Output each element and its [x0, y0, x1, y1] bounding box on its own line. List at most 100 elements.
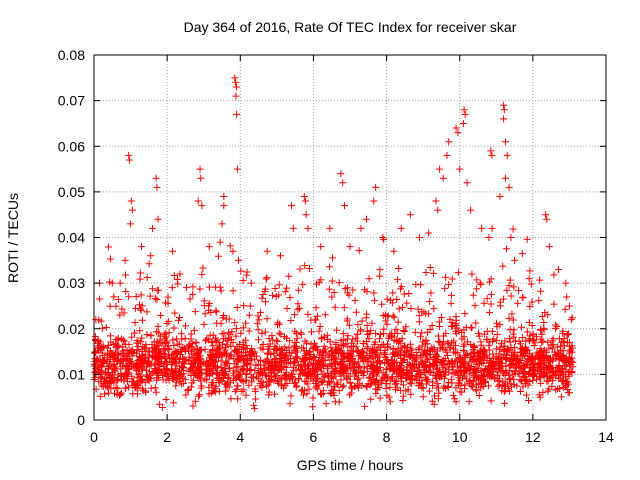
data-point [526, 335, 534, 343]
data-point [325, 373, 333, 381]
data-point [219, 340, 227, 348]
data-point [306, 368, 314, 376]
data-point [401, 343, 409, 351]
data-point [494, 368, 502, 376]
data-point [474, 364, 482, 372]
data-point [447, 300, 455, 308]
data-point [270, 355, 278, 363]
data-point [442, 371, 450, 379]
data-point [143, 360, 151, 368]
data-point [545, 362, 553, 370]
data-point [434, 332, 442, 340]
data-point [272, 373, 280, 381]
data-point [174, 316, 182, 324]
data-point [217, 357, 225, 365]
data-point [364, 367, 372, 375]
data-point [359, 339, 367, 347]
data-point [517, 323, 525, 331]
data-point [300, 192, 308, 200]
data-point [411, 328, 419, 336]
data-point [237, 267, 245, 275]
data-point [344, 332, 352, 340]
data-point [388, 333, 396, 341]
data-point [251, 355, 259, 363]
data-point [499, 295, 507, 303]
data-point [265, 391, 273, 399]
data-point [131, 329, 139, 337]
data-point [417, 333, 425, 341]
data-point [483, 295, 491, 303]
data-point [442, 364, 450, 372]
data-point [303, 339, 311, 347]
data-point [258, 330, 266, 338]
data-point [109, 374, 117, 382]
data-point [225, 383, 233, 391]
data-point [271, 390, 279, 398]
data-point [493, 372, 501, 380]
data-point [371, 378, 379, 386]
data-point [241, 349, 249, 357]
data-point [299, 367, 307, 375]
data-point [563, 293, 571, 301]
data-point [506, 338, 514, 346]
data-point [271, 342, 279, 350]
data-point [336, 347, 344, 355]
data-point [305, 355, 313, 363]
data-point [555, 356, 563, 364]
data-point [295, 286, 303, 294]
data-point [454, 129, 462, 137]
data-point [447, 344, 455, 352]
data-point [154, 286, 162, 294]
data-point [402, 374, 410, 382]
data-point [112, 302, 120, 310]
data-point [388, 373, 396, 381]
data-point [408, 372, 416, 380]
data-point [319, 356, 327, 364]
data-point [379, 234, 387, 241]
data-point [182, 284, 190, 292]
data-point [455, 327, 463, 335]
data-point [476, 279, 484, 287]
data-point [407, 353, 415, 361]
data-point [272, 336, 280, 344]
data-point [107, 385, 115, 393]
data-point [318, 378, 326, 386]
data-point [338, 383, 346, 391]
data-point [509, 330, 517, 338]
data-point [496, 192, 504, 200]
data-point [192, 338, 200, 346]
data-point [230, 360, 238, 368]
data-point [251, 405, 259, 413]
data-point [552, 372, 560, 380]
data-point [356, 362, 364, 370]
data-point [443, 339, 451, 347]
data-point [138, 385, 146, 393]
data-point [135, 353, 143, 361]
data-point [456, 165, 464, 173]
data-point [394, 318, 402, 326]
data-point [153, 296, 161, 304]
data-point [101, 390, 109, 398]
data-point [439, 341, 447, 349]
data-point [152, 342, 160, 350]
data-point [211, 388, 219, 396]
data-point [221, 387, 229, 395]
data-point [133, 346, 141, 354]
data-point [302, 378, 310, 386]
chart-title: Day 364 of 2016, Rate Of TEC Index for r… [184, 19, 517, 35]
data-point [136, 275, 144, 283]
data-point [152, 174, 160, 182]
data-point [464, 365, 472, 373]
data-point [120, 309, 128, 317]
data-point [110, 293, 118, 301]
data-point [377, 330, 385, 338]
data-point [239, 277, 247, 285]
data-point [519, 369, 527, 377]
data-point [265, 335, 273, 343]
data-point [456, 364, 464, 372]
data-point [281, 288, 289, 296]
data-point [289, 224, 297, 232]
data-point [163, 337, 171, 345]
data-point [399, 381, 407, 389]
data-point [419, 360, 427, 368]
